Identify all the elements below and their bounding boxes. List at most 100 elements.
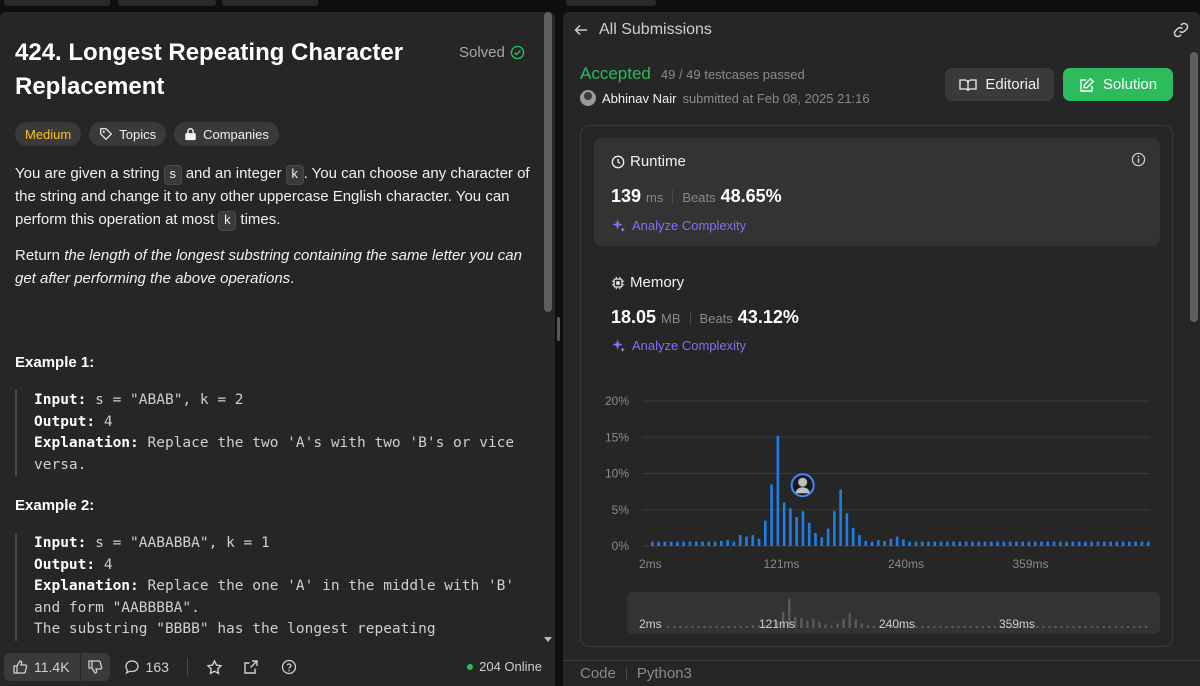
topics-button[interactable]: Topics bbox=[89, 122, 167, 146]
favorite-button[interactable] bbox=[206, 658, 223, 676]
distribution-bar[interactable] bbox=[858, 535, 861, 546]
solution-button[interactable]: Solution bbox=[1063, 68, 1173, 101]
distribution-bar[interactable] bbox=[958, 541, 962, 546]
scrollbar-thumb[interactable] bbox=[544, 12, 552, 312]
distribution-bar[interactable] bbox=[920, 541, 924, 546]
help-button[interactable] bbox=[281, 659, 297, 675]
distribution-bar[interactable] bbox=[1021, 541, 1024, 546]
distribution-bar[interactable] bbox=[1102, 541, 1106, 546]
distribution-bar[interactable] bbox=[757, 538, 761, 546]
scroll-down-arrow[interactable] bbox=[544, 637, 552, 642]
distribution-range-navigator[interactable]: 2ms 121ms 240ms 359ms bbox=[627, 592, 1160, 634]
distribution-bar[interactable] bbox=[738, 535, 742, 546]
distribution-bar[interactable] bbox=[933, 541, 937, 546]
distribution-bar[interactable] bbox=[864, 540, 868, 546]
distribution-bar[interactable] bbox=[657, 541, 660, 546]
distribution-bar[interactable] bbox=[1109, 541, 1112, 546]
companies-button[interactable]: Companies bbox=[174, 122, 279, 146]
distribution-bar[interactable] bbox=[814, 532, 817, 546]
distribution-bar[interactable] bbox=[682, 541, 685, 546]
distribution-bar[interactable] bbox=[1140, 541, 1144, 546]
distribution-bar[interactable] bbox=[751, 535, 755, 546]
distribution-bar[interactable] bbox=[851, 527, 855, 546]
distribution-bar[interactable] bbox=[1146, 541, 1150, 546]
distribution-bar[interactable] bbox=[889, 538, 893, 546]
distribution-bar[interactable] bbox=[1027, 541, 1031, 546]
distribution-bar[interactable] bbox=[713, 541, 717, 546]
distribution-bar[interactable] bbox=[946, 541, 949, 546]
author-name[interactable]: Abhinav Nair bbox=[602, 90, 677, 106]
distribution-bar[interactable] bbox=[952, 541, 955, 546]
distribution-bar[interactable] bbox=[776, 435, 780, 546]
distribution-bar[interactable] bbox=[895, 536, 899, 546]
link-icon[interactable] bbox=[1172, 21, 1190, 39]
author-avatar[interactable] bbox=[580, 90, 596, 106]
distribution-bar[interactable] bbox=[964, 541, 968, 546]
arrow-left-icon[interactable] bbox=[573, 22, 589, 38]
distribution-bar[interactable] bbox=[989, 541, 993, 546]
distribution-bar[interactable] bbox=[983, 541, 987, 546]
distribution-bar[interactable] bbox=[939, 541, 943, 546]
distribution-bar[interactable] bbox=[977, 541, 981, 546]
distribution-bar[interactable] bbox=[1090, 541, 1094, 546]
distribution-bar[interactable] bbox=[1134, 541, 1137, 546]
distribution-bar[interactable] bbox=[707, 541, 711, 546]
distribution-bar[interactable] bbox=[801, 511, 805, 546]
distribution-bar[interactable] bbox=[876, 540, 880, 546]
resize-grip-icon[interactable] bbox=[557, 317, 560, 341]
distribution-bar[interactable] bbox=[763, 520, 767, 546]
distribution-bar[interactable] bbox=[1096, 541, 1100, 546]
distribution-bar[interactable] bbox=[1115, 541, 1119, 546]
distribution-bar[interactable] bbox=[701, 541, 704, 546]
distribution-bar[interactable] bbox=[782, 502, 786, 547]
like-button[interactable]: 11.4K bbox=[4, 653, 80, 681]
distribution-bar[interactable] bbox=[1128, 541, 1131, 546]
distribution-bar[interactable] bbox=[1071, 541, 1075, 546]
distribution-bar[interactable] bbox=[745, 536, 748, 546]
distribution-bar[interactable] bbox=[914, 541, 918, 546]
distribution-bar[interactable] bbox=[971, 541, 974, 546]
distribution-bar[interactable] bbox=[1077, 541, 1081, 546]
distribution-bar[interactable] bbox=[688, 541, 692, 546]
distribution-bar[interactable] bbox=[996, 541, 999, 546]
distribution-bar[interactable] bbox=[1084, 541, 1087, 546]
distribution-bar[interactable] bbox=[1033, 541, 1037, 546]
distribution-bar[interactable] bbox=[795, 517, 798, 546]
distribution-bar[interactable] bbox=[826, 528, 830, 546]
runtime-card[interactable]: Runtime 139 ms Beats 48.65% Analyze Comp… bbox=[594, 138, 1160, 246]
share-button[interactable] bbox=[243, 659, 259, 675]
distribution-bar[interactable] bbox=[927, 541, 930, 546]
tab-fragment[interactable] bbox=[566, 0, 656, 6]
runtime-distribution-chart[interactable]: 20% 15% 10% 5% 0% 2ms 121ms 240ms 359ms bbox=[581, 376, 1174, 576]
distribution-bar[interactable] bbox=[870, 541, 874, 546]
distribution-bar[interactable] bbox=[1040, 541, 1043, 546]
distribution-bar[interactable] bbox=[669, 541, 673, 546]
info-icon[interactable] bbox=[1131, 152, 1146, 167]
distribution-bar[interactable] bbox=[1002, 541, 1006, 546]
distribution-bar[interactable] bbox=[789, 508, 792, 546]
editorial-button[interactable]: Editorial bbox=[945, 68, 1054, 101]
distribution-bar[interactable] bbox=[883, 540, 886, 546]
distribution-bar[interactable] bbox=[845, 513, 849, 546]
distribution-bar[interactable] bbox=[1059, 541, 1062, 546]
distribution-bar[interactable] bbox=[651, 541, 654, 546]
distribution-bar[interactable] bbox=[1052, 541, 1056, 546]
navigator-chart[interactable]: 2ms 121ms 240ms 359ms bbox=[627, 592, 1160, 634]
distribution-bar[interactable] bbox=[676, 541, 679, 546]
tab-fragment[interactable] bbox=[222, 0, 318, 6]
panel-resize-handle[interactable] bbox=[555, 12, 563, 686]
distribution-bar[interactable] bbox=[694, 541, 698, 546]
code-tab[interactable]: Code bbox=[580, 665, 616, 682]
distribution-bar[interactable] bbox=[1065, 541, 1068, 546]
dislike-button[interactable] bbox=[79, 653, 110, 681]
distribution-bar[interactable] bbox=[1008, 541, 1012, 546]
distribution-bar[interactable] bbox=[902, 539, 905, 546]
distribution-bar[interactable] bbox=[1046, 541, 1050, 546]
distribution-bar[interactable] bbox=[732, 541, 736, 546]
distribution-bar[interactable] bbox=[726, 540, 729, 546]
tab-fragment[interactable] bbox=[4, 0, 110, 6]
description-scrollbar[interactable] bbox=[541, 12, 555, 648]
distribution-bar[interactable] bbox=[833, 511, 836, 546]
distribution-bar[interactable] bbox=[820, 537, 824, 546]
scrollbar-thumb[interactable] bbox=[1190, 52, 1198, 322]
